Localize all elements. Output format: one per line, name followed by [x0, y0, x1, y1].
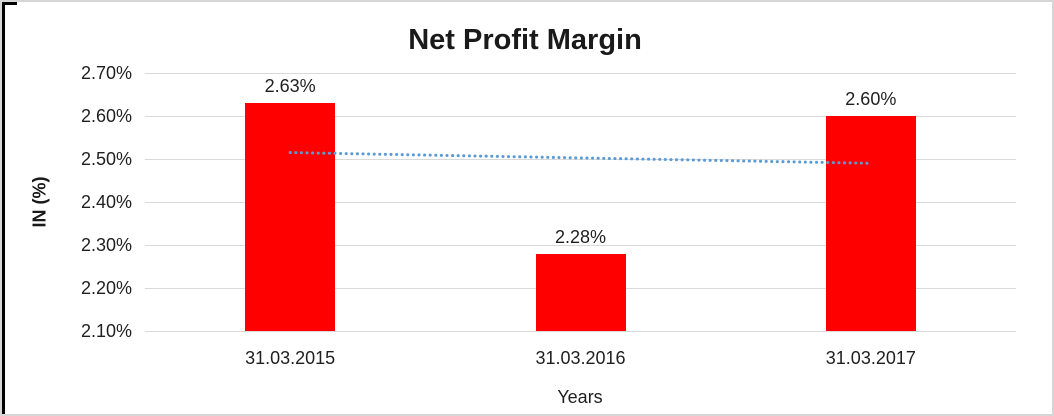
bar-data-label: 2.28%	[554, 226, 607, 247]
y-tick-label: 2.10%	[80, 321, 132, 341]
top-left-border-segment	[2, 2, 17, 5]
y-tick-label: 2.40%	[80, 192, 132, 212]
x-tick-label: 31.03.2015	[245, 348, 336, 368]
chart-title: Net Profit Margin	[408, 24, 642, 56]
bar	[535, 253, 626, 331]
trendline	[288, 151, 873, 165]
y-axis-title: IN (%)	[29, 176, 50, 228]
gridline	[145, 202, 1016, 203]
gridline	[145, 159, 1016, 160]
bar-data-label: 2.63%	[264, 76, 316, 97]
gridline	[145, 245, 1016, 246]
y-tick-label: 2.50%	[80, 149, 132, 169]
gridline	[145, 116, 1016, 117]
x-axis-title: Years	[557, 387, 603, 407]
gridline	[145, 331, 1016, 332]
plot-area: 2.63% 2.28% 2.60%	[145, 73, 1016, 332]
bar-data-label: 2.60%	[845, 89, 897, 109]
left-border-line	[2, 2, 5, 414]
x-tick-label: 31.03.2017	[825, 348, 916, 368]
y-tick-label: 2.20%	[80, 278, 132, 298]
gridline	[145, 73, 1016, 74]
bar	[825, 116, 916, 331]
y-tick-label: 2.60%	[80, 106, 132, 126]
x-tick-label: 31.03.2016	[535, 348, 626, 368]
bar	[245, 103, 336, 331]
y-tick-label: 2.30%	[80, 235, 132, 255]
y-tick-label: 2.70%	[80, 63, 132, 83]
